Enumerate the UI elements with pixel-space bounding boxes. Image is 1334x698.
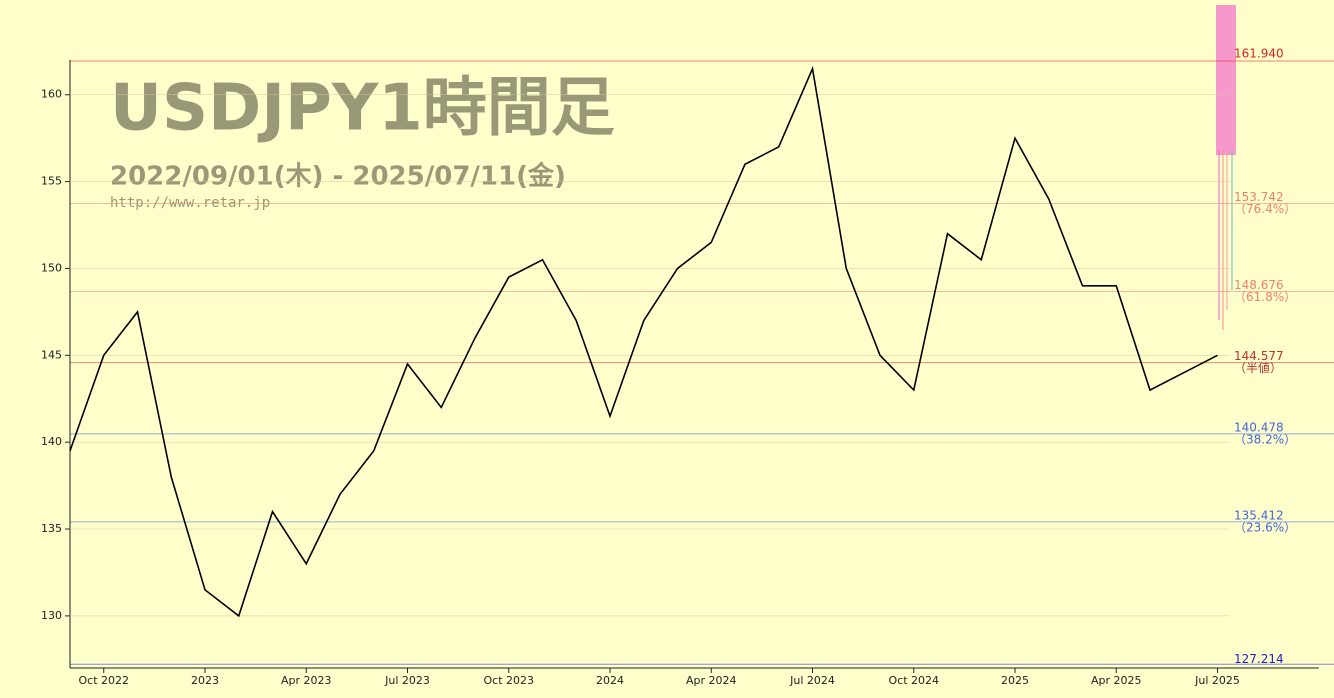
level-label: 144.577 (1234, 349, 1284, 363)
y-tick-label: 160 (41, 88, 62, 101)
y-tick-label: 155 (41, 175, 62, 188)
x-tick-label: Apr 2024 (686, 674, 737, 687)
y-tick-label: 140 (41, 435, 62, 448)
y-tick-label: 130 (41, 609, 62, 622)
level-ratio: （76.4%） (1234, 202, 1296, 216)
x-tick-label: Jul 2023 (384, 674, 430, 687)
x-tick-label: Oct 2024 (888, 674, 939, 687)
y-tick-label: 135 (41, 522, 62, 535)
level-label: 148.676 (1234, 278, 1284, 292)
chart-title: USDJPY1時間足 (110, 72, 615, 146)
x-tick-label: 2024 (596, 674, 624, 687)
level-label: 153.742 (1234, 190, 1284, 204)
level-ratio: （半値） (1234, 360, 1282, 375)
x-tick-label: Oct 2023 (483, 674, 534, 687)
level-ratio: （61.8%） (1234, 290, 1296, 304)
x-tick-label: Jul 2025 (1194, 674, 1240, 687)
x-tick-label: Oct 2022 (78, 674, 129, 687)
marker-band (1216, 5, 1236, 155)
y-tick-label: 145 (41, 348, 62, 361)
x-tick-label: Apr 2023 (281, 674, 332, 687)
price-line (69, 65, 1218, 618)
x-tick-label: Jul 2024 (789, 674, 835, 687)
level-label: 135.412 (1234, 508, 1284, 522)
x-tick-label: 2025 (1001, 674, 1029, 687)
chart-subtitle: 2022/09/01(木) - 2025/07/11(金) (110, 161, 566, 192)
level-ratio: （38.2%） (1234, 432, 1296, 446)
level-label: 161.940 (1234, 47, 1284, 61)
level-label: 127.214 (1234, 652, 1284, 666)
level-label: 140.478 (1234, 420, 1284, 434)
level-ratio: （23.6%） (1234, 520, 1296, 534)
y-tick-label: 150 (41, 261, 62, 274)
x-tick-label: 2023 (191, 674, 219, 687)
x-tick-label: Apr 2025 (1091, 674, 1142, 687)
